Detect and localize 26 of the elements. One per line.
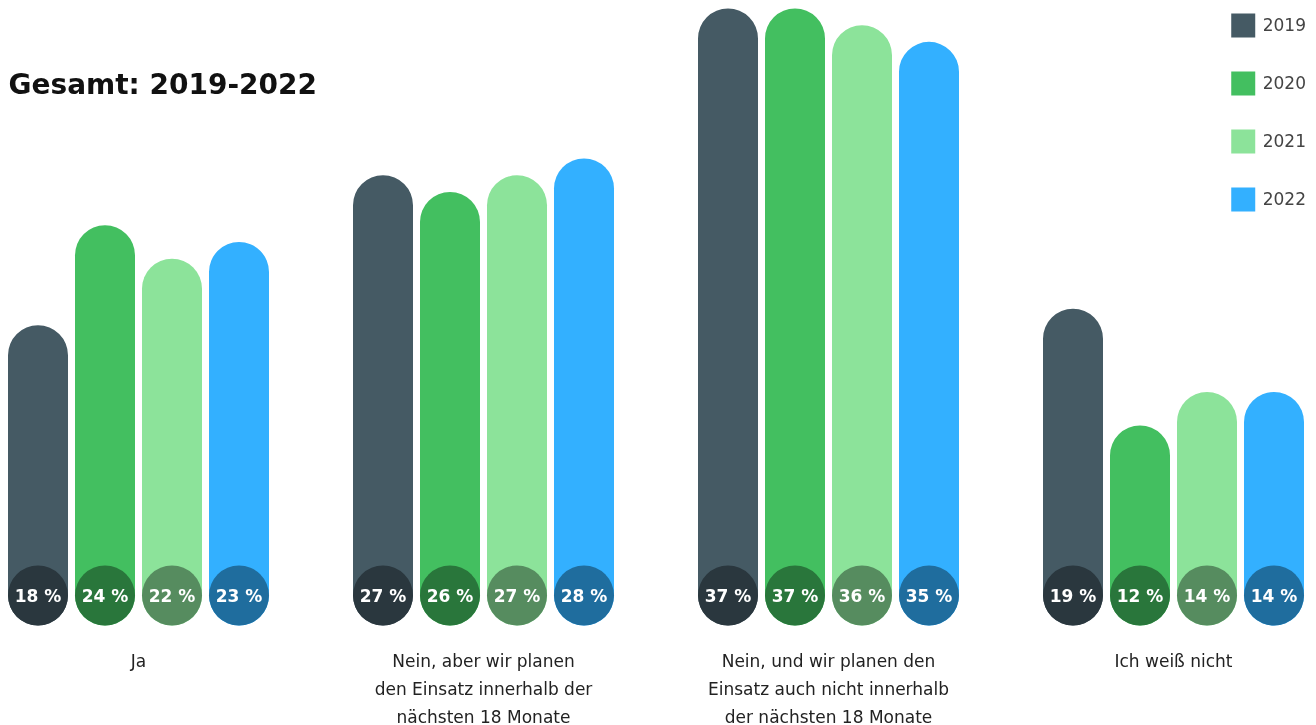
data-label: 35 % xyxy=(905,585,953,606)
legend-label: 2021 xyxy=(1262,131,1306,151)
data-label: 14 % xyxy=(1183,585,1231,606)
data-label: 28 % xyxy=(560,585,608,606)
data-label: 37 % xyxy=(704,585,752,606)
bar xyxy=(420,191,480,626)
data-label: 27 % xyxy=(493,585,541,606)
data-label: 36 % xyxy=(838,585,886,606)
data-label: 14 % xyxy=(1250,585,1298,606)
text: Gesamt: 2019-2022 xyxy=(8,67,318,101)
data-label: 12 % xyxy=(1116,585,1164,606)
data-label: 37 % xyxy=(771,585,819,606)
x-tick-label: Nein, und wir planen den Einsatz auch nicht innerhalb der nächsten 18 Monate xyxy=(707,650,950,725)
data-label: 23 % xyxy=(215,585,263,606)
legend-label: 2019 xyxy=(1262,15,1306,35)
x-tick-label: Ja xyxy=(129,650,147,671)
data-label: 19 % xyxy=(1049,585,1097,606)
x-tick-label: Ich weiß nicht xyxy=(1114,650,1233,671)
data-label: 26 % xyxy=(426,585,474,606)
legend-label: 2020 xyxy=(1262,73,1306,93)
data-label: 18 % xyxy=(14,585,62,606)
data-label: 27 % xyxy=(359,585,407,606)
data-label: 24 % xyxy=(81,585,129,606)
data-label: 22 % xyxy=(148,585,196,606)
x-tick-label: Nein, aber wir planen den Einsatz innerhalb der nächsten 18 Monate xyxy=(374,650,593,725)
legend-label: 2022 xyxy=(1262,189,1306,209)
